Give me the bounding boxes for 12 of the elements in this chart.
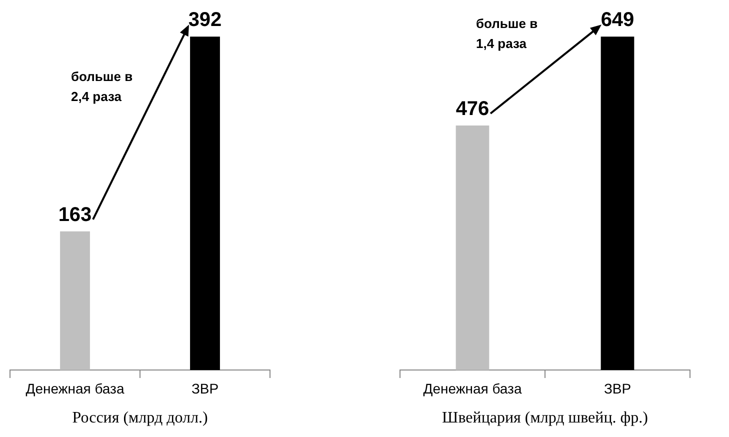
- x-tick-label: Денежная база: [423, 380, 522, 396]
- data-label: 163: [58, 204, 92, 226]
- data-label: 392: [188, 9, 222, 32]
- text: Швейцария (млрд швейц. фр.): [442, 410, 648, 427]
- annotation: больше в 1,4 раза: [476, 15, 539, 54]
- x-tick-label: ЗВР: [191, 380, 219, 396]
- data-label: 476: [456, 98, 490, 120]
- data-label: 649: [600, 9, 634, 32]
- x-tick-label: ЗВР: [604, 380, 632, 396]
- x-tick-label: Денежная база: [26, 380, 124, 396]
- text: Россия (млрд долл.): [72, 410, 208, 427]
- annotation: больше в 2,4 раза: [71, 68, 134, 106]
